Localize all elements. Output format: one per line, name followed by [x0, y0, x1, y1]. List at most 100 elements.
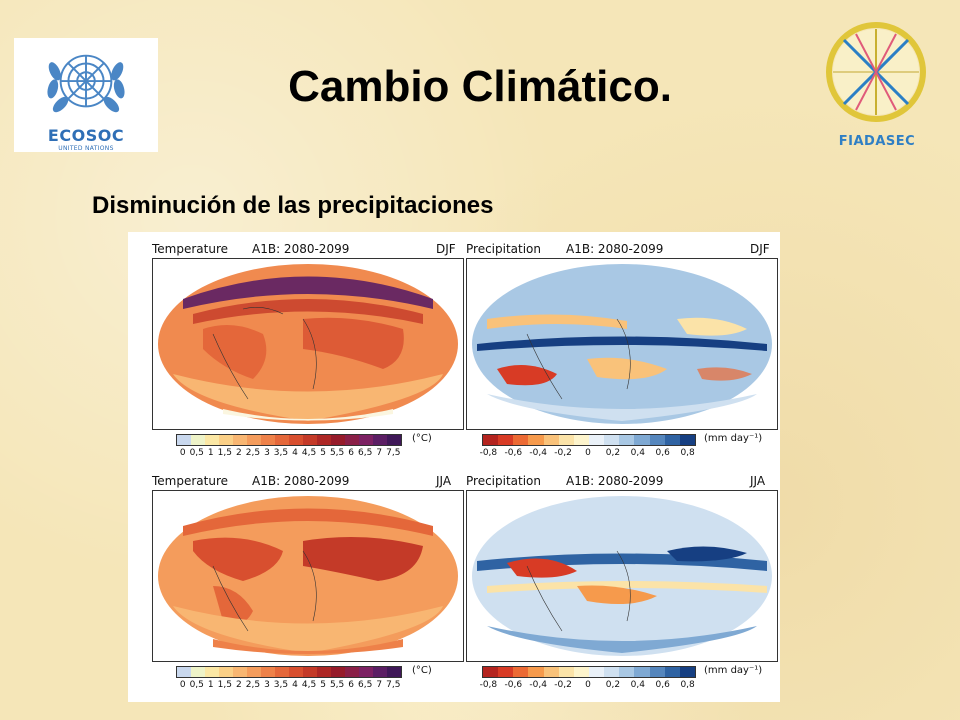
colorbar-unit: (mm day⁻¹)	[704, 433, 763, 444]
panel-header: Temperature A1B: 2080-2099 DJF	[152, 240, 466, 258]
colorbar-cells	[482, 666, 696, 678]
colorbar-tick-label: -0,2	[554, 680, 572, 690]
colorbar-tick-label: -0,6	[504, 680, 523, 690]
colorbar-swatch	[345, 667, 359, 677]
colorbar-swatch	[588, 667, 605, 677]
temperature-djf-map	[152, 258, 464, 430]
colorbar-tick-label: 0	[585, 680, 591, 690]
panel-title: Temperature	[152, 474, 229, 488]
panel-season: DJF	[750, 242, 770, 256]
colorbar-swatch	[205, 667, 219, 677]
precipitation-colorbar-djf: -0,8 -0,6 -0,4 -0,2 0 0,2 0,4 0,6 0,8 (mm day⁻¹)	[479, 433, 772, 460]
fiadasec-logo-text: FIADASEC	[838, 134, 916, 149]
colorbar-swatch	[303, 667, 317, 677]
colorbar-swatch	[191, 435, 205, 445]
colorbar-swatch	[387, 435, 401, 445]
united-nations-logo-text: UNITED NATIONS	[58, 145, 114, 152]
colorbar-tick-label: 0,4	[630, 448, 645, 458]
colorbar-tick-label: 0,5	[189, 448, 204, 458]
colorbar-tick-label: 4,5	[301, 680, 317, 690]
colorbar-tick-label: -0,8	[479, 448, 498, 458]
colorbar-swatch	[289, 435, 303, 445]
panel-scenario: A1B: 2080-2099	[566, 474, 664, 488]
colorbar-tick-label: 2,5	[245, 448, 261, 458]
colorbar-unit: (°C)	[412, 433, 432, 444]
colorbar-tick-label: 3	[264, 448, 270, 458]
colorbar-ticks: 0 0,5 1 1,5 2 2,5 3 3,5 4 4,5 5 5,5 6 6,5 7 7,5	[176, 448, 401, 460]
colorbar-swatch	[573, 435, 589, 445]
colorbar-tick-label: 2,5	[245, 680, 261, 690]
panel-title: Precipitation	[466, 474, 542, 488]
panel-scenario: A1B: 2080-2099	[566, 242, 664, 256]
colorbar-tick-label: 1,5	[217, 680, 232, 690]
colorbar-swatch	[543, 435, 559, 445]
colorbar-swatch	[177, 435, 191, 445]
fiadasec-logo: FIADASEC	[822, 22, 932, 162]
colorbar-tick-label: -0,8	[479, 680, 498, 690]
colorbar-tick-label: 3,5	[273, 680, 289, 690]
colorbar-tick-label: 0	[179, 448, 186, 458]
colorbar-swatch	[588, 435, 605, 445]
panel-scenario: A1B: 2080-2099	[252, 474, 350, 488]
panel-season: JJA	[750, 474, 766, 488]
ecosoc-logo: ECOSOC UNITED NATIONS	[14, 38, 158, 152]
colorbar-swatch	[387, 667, 401, 677]
colorbar-tick-label: 0,8	[680, 448, 695, 458]
colorbar-swatch	[513, 435, 529, 445]
colorbar-swatch	[483, 667, 499, 677]
colorbar-swatch	[373, 435, 387, 445]
colorbar-tick-label: 6	[348, 448, 355, 458]
ecosoc-logo-text: ECOSOC	[47, 126, 125, 145]
colorbar-swatch	[664, 667, 680, 677]
panel-header: Precipitation A1B: 2080-2099 JJA	[466, 472, 780, 490]
colorbar-swatch	[679, 435, 695, 445]
colorbar-swatch	[233, 435, 247, 445]
colorbar-swatch	[219, 667, 233, 677]
precipitation-colorbar-jja: -0,8 -0,6 -0,4 -0,2 0 0,2 0,4 0,6 0,8 (mm day⁻¹)	[479, 665, 772, 692]
colorbar-swatch	[219, 435, 233, 445]
precipitation-jja-map	[466, 490, 778, 662]
colorbar-tick-label: 0,2	[605, 680, 621, 690]
panel-header: Temperature A1B: 2080-2099 JJA	[152, 472, 466, 490]
colorbar-swatch	[261, 667, 275, 677]
colorbar-tick-label: 7	[376, 680, 383, 690]
colorbar-tick-label: 0,5	[189, 680, 204, 690]
colorbar-tick-label: -0,2	[554, 448, 572, 458]
colorbar-tick-label: 6,5	[358, 680, 373, 690]
colorbar-swatch	[303, 435, 317, 445]
colorbar-swatch	[373, 667, 387, 677]
temperature-colorbar-djf: 0 0,5 1 1,5 2 2,5 3 3,5 4 4,5 5 5,5 6 6,5 7 7,5 (°C)	[176, 433, 446, 460]
colorbar-tick-label: 1	[207, 448, 214, 458]
colorbar-tick-label: 0,6	[655, 448, 670, 458]
colorbar-unit: (mm day⁻¹)	[704, 665, 763, 676]
colorbar-swatch	[205, 435, 219, 445]
colorbar-swatch	[317, 435, 331, 445]
colorbar-swatch	[345, 435, 359, 445]
colorbar-tick-label: 0	[585, 448, 591, 458]
colorbar-tick-label: 0,2	[605, 448, 621, 458]
un-emblem-icon	[47, 54, 125, 113]
colorbar-tick-label: -0,4	[529, 448, 547, 458]
colorbar-tick-label: -0,4	[529, 680, 547, 690]
colorbar-tick-label: -0,6	[504, 448, 523, 458]
colorbar-swatch	[261, 435, 275, 445]
panel-title: Temperature	[152, 242, 229, 256]
colorbar-tick-label: 1	[207, 680, 214, 690]
colorbar-tick-label: 0,6	[655, 680, 670, 690]
panel-scenario: A1B: 2080-2099	[252, 242, 350, 256]
colorbar-tick-label: 7,5	[386, 448, 401, 458]
colorbar-swatch	[498, 667, 514, 677]
colorbar-swatch	[634, 435, 650, 445]
colorbar-tick-label: 7,5	[386, 680, 401, 690]
colorbar-swatch	[359, 667, 373, 677]
colorbar-cells	[176, 666, 402, 678]
colorbar-tick-label: 5,5	[329, 680, 345, 690]
colorbar-tick-label: 3,5	[273, 448, 289, 458]
colorbar-swatch	[664, 435, 680, 445]
colorbar-swatch	[528, 667, 544, 677]
colorbar-tick-label: 0,8	[680, 680, 695, 690]
slide-title: Cambio Climático.	[288, 62, 672, 111]
colorbar-tick-label: 1,5	[217, 448, 232, 458]
colorbar-tick-label: 3	[264, 680, 270, 690]
colorbar-swatch	[573, 667, 589, 677]
